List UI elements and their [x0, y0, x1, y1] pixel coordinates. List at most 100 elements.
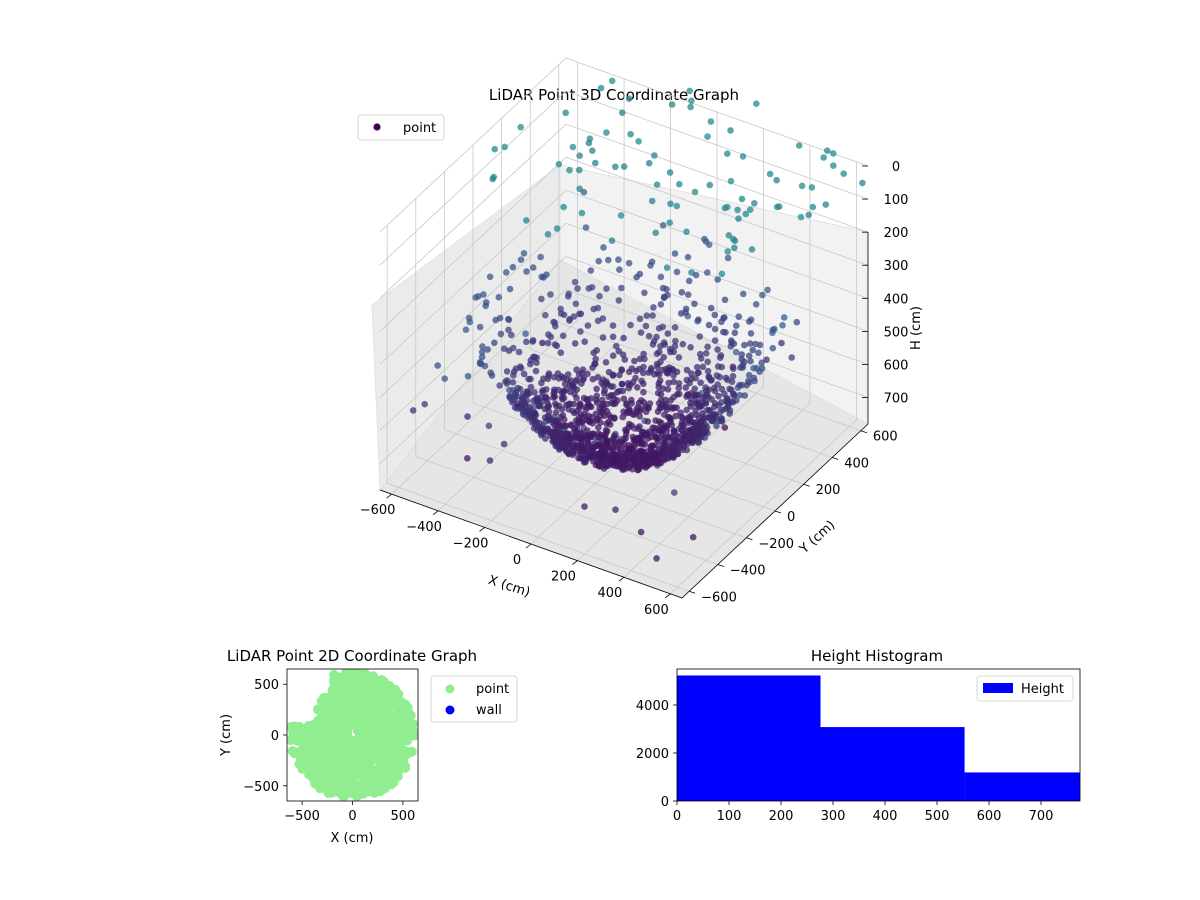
point-3d: [859, 179, 866, 187]
x-tick-label-3d: 400: [598, 586, 623, 601]
grid-line-z: [379, 90, 869, 266]
point-2d: [322, 692, 332, 703]
point-3d: [487, 369, 495, 377]
point-2d: [345, 716, 355, 727]
point-3d: [496, 314, 504, 322]
point-2d: [307, 768, 318, 779]
point-3d: [517, 123, 524, 131]
grid-line-z: [379, 189, 869, 365]
point-3d: [704, 358, 711, 366]
y-tick-label-3d: −200: [758, 537, 794, 552]
point-3d: [625, 95, 633, 102]
point-2d: [287, 746, 298, 757]
point-3d: [529, 264, 537, 271]
point-2d: [323, 704, 334, 715]
grid-line-x: [623, 145, 811, 578]
point-3d: [696, 333, 704, 340]
point-3d: [685, 277, 693, 285]
point-3d: [697, 379, 704, 387]
point-3d: [618, 284, 625, 292]
point-3d: [671, 250, 679, 257]
point-2d: [389, 753, 400, 763]
point-3d: [577, 310, 585, 318]
point-3d: [724, 150, 731, 157]
point-3d: [530, 353, 537, 361]
grid-line-z: [379, 123, 869, 299]
point-3d: [550, 318, 557, 326]
point-2d: [341, 669, 352, 679]
point-3d: [688, 370, 695, 378]
point-3d: [793, 318, 801, 326]
point-3d: [639, 369, 647, 377]
point-3d: [636, 355, 644, 363]
point-3d: [559, 332, 567, 340]
point-3d: [728, 339, 735, 347]
point-3d: [648, 258, 656, 266]
grid-line-y: [443, 171, 747, 539]
point-3d: [580, 459, 588, 466]
point-3d: [517, 256, 525, 264]
point-3d: [531, 389, 538, 396]
point-2d: [297, 735, 308, 746]
grid-line-z: [379, 256, 869, 431]
point-2d: [375, 784, 386, 795]
point-3d: [595, 257, 602, 265]
point-3d: [592, 159, 599, 167]
point-3d: [572, 300, 580, 308]
point-2d: [330, 714, 341, 725]
point-3d: [599, 376, 607, 384]
grid-line-y: [472, 145, 776, 512]
point-3d: [526, 389, 533, 397]
legend-2d: point wall: [430, 675, 518, 723]
point-3d: [645, 159, 653, 167]
point-2d: [391, 767, 402, 778]
point-3d: [605, 411, 613, 419]
point-3d: [725, 232, 733, 239]
legend-marker-point-3d: [373, 123, 381, 131]
point-3d: [686, 87, 693, 95]
point-3d: [724, 248, 731, 255]
point-3d: [671, 324, 679, 331]
point-3d: [465, 314, 473, 322]
point-3d: [666, 419, 674, 426]
point-2d: [372, 743, 383, 754]
point-3d: [740, 290, 747, 298]
grid-line-x: [577, 128, 764, 561]
point-3d: [756, 341, 764, 349]
points-3d: [409, 77, 866, 562]
point-3d: [648, 364, 655, 372]
point-2d: [352, 709, 363, 720]
point-2d: [325, 763, 336, 774]
point-3d: [707, 304, 715, 312]
point-3d: [632, 374, 639, 382]
x-tick-label-hist: 600: [977, 809, 1002, 824]
point-3d: [491, 145, 499, 153]
point-3d: [731, 237, 739, 245]
point-3d: [503, 368, 511, 375]
point-3d: [485, 422, 493, 430]
y-axis-label-2d: Y (cm): [219, 714, 234, 757]
point-3d: [551, 393, 559, 400]
point-3d: [602, 450, 609, 458]
point-3d: [668, 101, 676, 108]
point-2d: [376, 675, 387, 686]
point-3d: [797, 213, 805, 221]
y-tick-label-2d: 500: [254, 678, 279, 693]
point-3d: [506, 285, 514, 293]
point-3d: [640, 350, 647, 358]
point-3d: [627, 321, 634, 329]
y-tick-3d: [746, 537, 753, 541]
point-3d: [656, 404, 664, 412]
x-tick-label-3d: −200: [453, 536, 489, 551]
point-3d: [687, 344, 694, 351]
point-3d: [486, 457, 494, 464]
point-3d: [731, 244, 738, 252]
point-3d: [591, 360, 599, 368]
point-3d: [808, 184, 816, 191]
point-2d: [359, 764, 370, 774]
point-3d: [693, 363, 701, 371]
point-3d: [742, 210, 750, 218]
point-3d: [735, 313, 743, 321]
point-3d: [505, 315, 512, 323]
point-3d: [527, 383, 535, 391]
